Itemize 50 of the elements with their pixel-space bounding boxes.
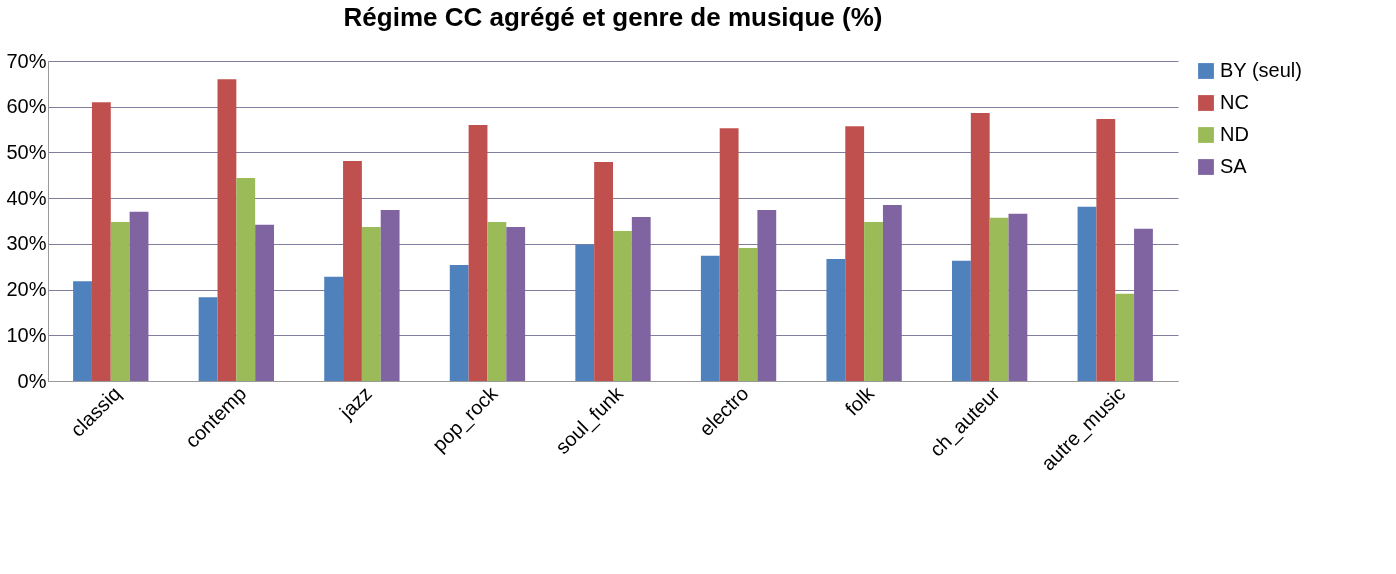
chart-title: Régime CC agrégé et genre de musique (%) (343, 2, 883, 32)
bar (631, 216, 651, 381)
y-tick-label: 20% (6, 278, 47, 301)
bar (217, 79, 237, 381)
bar (73, 281, 92, 381)
bar (361, 226, 381, 381)
bar (468, 125, 488, 381)
bar (1115, 293, 1135, 381)
bar (757, 210, 777, 381)
bar (1096, 119, 1116, 381)
bar (738, 247, 758, 381)
bar (449, 264, 469, 381)
y-tick-label: 60% (6, 95, 47, 118)
bar (613, 231, 632, 381)
bar (91, 102, 111, 381)
y-tick-label: 70% (6, 49, 47, 72)
y-tick-label: 0% (17, 369, 47, 392)
bar (343, 161, 362, 381)
y-tick-label: 30% (6, 232, 47, 255)
bar (1077, 206, 1097, 381)
bar (826, 258, 846, 381)
bar (719, 128, 739, 381)
y-tick-label: 50% (6, 140, 47, 163)
bar (324, 276, 344, 381)
y-tick-label: 10% (6, 323, 47, 346)
bar (970, 113, 990, 381)
bar (255, 224, 274, 381)
bar (882, 205, 902, 381)
bar (700, 255, 720, 381)
bar (594, 162, 613, 381)
x-tick-label: folk (840, 381, 879, 420)
bar (1008, 213, 1028, 381)
bar (1134, 228, 1153, 381)
legend-label: ND (1220, 123, 1249, 145)
bar (236, 178, 256, 381)
bar (506, 226, 526, 381)
bar (845, 126, 865, 381)
legend-label: NC (1220, 91, 1249, 113)
bar (198, 297, 218, 381)
y-tick-label: 40% (6, 186, 47, 209)
legend-label: SA (1220, 155, 1248, 177)
bar (989, 217, 1009, 381)
bar (952, 260, 971, 381)
bar (129, 211, 149, 381)
bar (487, 221, 507, 381)
bar (110, 221, 130, 381)
bar (380, 210, 400, 381)
bar (575, 244, 595, 381)
bar (864, 221, 883, 381)
legend-label: BY (seul) (1220, 59, 1302, 81)
